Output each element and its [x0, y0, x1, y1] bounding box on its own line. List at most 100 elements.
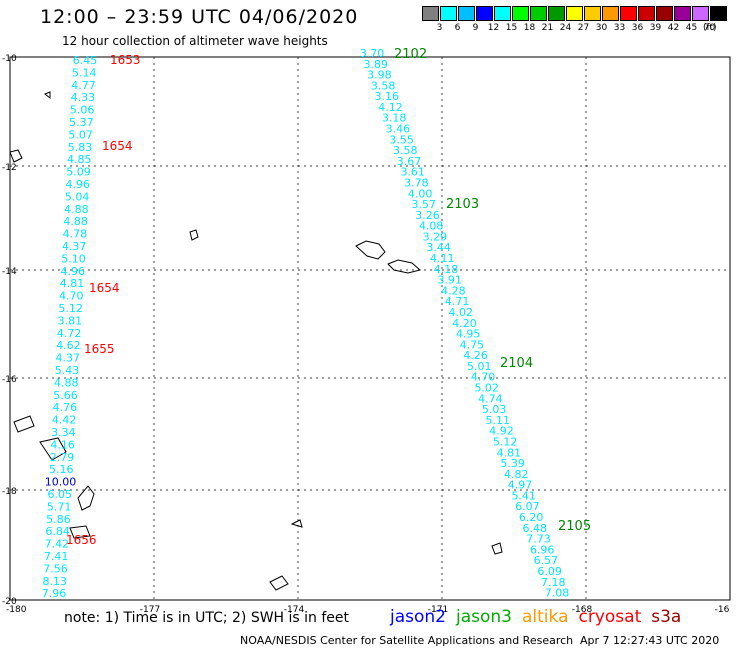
wave-height-label: 5.11: [486, 414, 511, 427]
wave-height-label: 8.13: [43, 575, 68, 588]
wave-height-label: 4.78: [63, 228, 88, 241]
wave-height-label: 3.29: [423, 230, 448, 243]
wave-height-label: 4.33: [71, 91, 96, 104]
wave-height-label: 5.83: [68, 141, 93, 154]
wave-height-label: 5.03: [482, 403, 507, 416]
x-tick-label: -174: [284, 605, 305, 615]
wave-height-label: 3.61: [400, 166, 425, 179]
wave-height-label: 3.81: [58, 314, 83, 327]
wave-height-label: 5.41: [511, 489, 536, 502]
wave-height-label: 5.71: [47, 500, 72, 513]
legend-unit: (ft): [703, 23, 717, 33]
wave-height-label: 4.70: [471, 371, 496, 384]
legend-label: 70: [703, 23, 716, 33]
legend-label: 18: [523, 23, 536, 33]
time-label: 2105: [558, 519, 591, 534]
legend-label: 3: [436, 23, 443, 33]
legend-label: 24: [559, 23, 572, 33]
wave-height-label: 4.88: [63, 215, 88, 228]
legend-swatch: [710, 6, 727, 21]
wave-height-label: 4.37: [62, 240, 87, 253]
wave-height-label: 4.08: [419, 220, 444, 233]
wave-height-label: 5.07: [68, 128, 93, 141]
legend-label: 21: [541, 23, 554, 33]
wave-height-label: 2.79: [50, 451, 75, 464]
wave-height-label: 4.92: [489, 425, 514, 438]
legend-swatch: [440, 6, 457, 21]
y-tick-label: -12: [2, 163, 17, 173]
wave-height-label: 5.66: [53, 389, 78, 402]
island-outline: [491, 542, 503, 555]
legend-swatch: [530, 6, 547, 21]
map-title: 12:00 – 23:59 UTC 04/06/2020: [40, 6, 359, 28]
wave-height-label: 3.70: [360, 47, 385, 60]
time-label: 1656: [66, 533, 97, 547]
axis-ticks: -180 -177 -174 -171 -168 -16 -10 -12 -14 -16 -18 -2…: [2, 54, 730, 615]
legend-swatch: [674, 6, 691, 21]
time-label: 1654: [102, 139, 133, 153]
x-tick-label: -171: [428, 605, 448, 615]
wave-height-label: 7.96: [42, 587, 67, 600]
time-label: 2102: [394, 47, 427, 62]
wave-height-label: 3.44: [426, 241, 451, 254]
legend-swatch: [584, 6, 601, 21]
legend-label: 9: [472, 23, 479, 33]
wave-height-label: 5.86: [46, 513, 71, 526]
wave-height-label: 7.41: [44, 550, 69, 563]
x-tick-label: -177: [140, 605, 160, 615]
wave-height-label: 4.96: [66, 178, 91, 191]
wave-height-label: 6.84: [45, 525, 70, 538]
legend-swatch: [422, 6, 439, 21]
wave-height-label: 5.12: [58, 302, 83, 315]
footer-note: note: 1) Time is in UTC; 2) SWH is in fe…: [64, 610, 350, 626]
wave-height-label: 4.71: [445, 295, 470, 308]
wave-height-label: 4.75: [460, 338, 485, 351]
wave-height-label: 3.34: [51, 426, 76, 439]
wave-height-label: 4.70: [59, 290, 84, 303]
wave-height-label: 4.85: [67, 153, 92, 166]
wave-height-label: 4.16: [50, 438, 75, 451]
wave-height-label: 7.73: [526, 533, 551, 546]
island-outline: [269, 575, 289, 591]
wave-height-label: 5.02: [474, 382, 499, 395]
wave-height-label: 4.42: [52, 414, 77, 427]
island-outline: [77, 485, 95, 511]
satellite-jason2: jason2: [390, 607, 446, 627]
legend-swatch: [602, 6, 619, 21]
color-legend: 3 6 9 12 15 18 21 24 27 30 33 36 39 42 45 70: [422, 6, 727, 36]
island-outline: [44, 91, 51, 100]
legend-label: 33: [613, 23, 626, 33]
legend-swatch: [620, 6, 637, 21]
island-outlines: [9, 91, 503, 591]
generation-timestamp: Apr 7 12:27:43 UTC 2020: [580, 634, 720, 647]
wave-height-label: 7.42: [45, 538, 70, 551]
time-label: 2104: [500, 356, 533, 371]
legend-swatch: [512, 6, 529, 21]
wave-height-label: 3.58: [371, 79, 396, 92]
time-label: 2103: [446, 197, 479, 212]
satellite-jason3: jason3: [456, 607, 512, 627]
time-label: 1654: [89, 281, 120, 295]
island-outline: [39, 437, 67, 461]
legend-swatch: [476, 6, 493, 21]
wave-height-label: 4.11: [430, 252, 455, 265]
legend-label: 39: [649, 23, 662, 33]
wave-height-label: 5.06: [70, 104, 95, 117]
wave-height-label: 3.46: [386, 123, 411, 136]
wave-height-label: 4.76: [53, 401, 78, 414]
time-label: 1653: [110, 53, 141, 67]
y-tick-label: -16: [2, 375, 17, 385]
island-outline: [387, 259, 422, 274]
legend-label: 36: [631, 23, 644, 33]
wave-height-label: 3.78: [404, 176, 429, 189]
wave-height-label: 5.16: [49, 463, 74, 476]
wave-height-label: 4.77: [71, 79, 96, 92]
wave-height-label: 4.12: [378, 101, 403, 114]
island-outline: [355, 240, 386, 260]
wave-height-label: 4.97: [508, 479, 533, 492]
wave-height-label: 6.96: [530, 543, 555, 556]
legend-swatch: [494, 6, 511, 21]
wave-height-label: 5.04: [65, 190, 90, 203]
wave-height-label: 4.37: [55, 352, 80, 365]
